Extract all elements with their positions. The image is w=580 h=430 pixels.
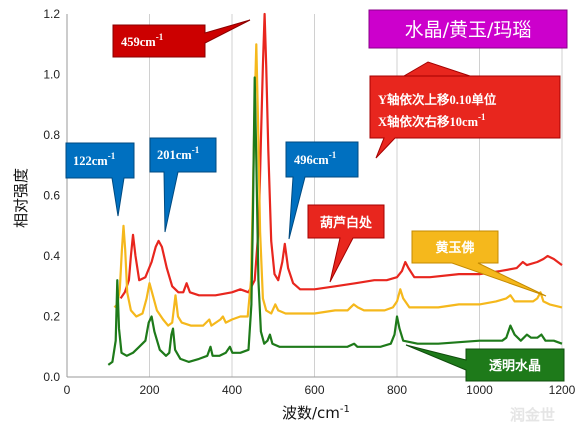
- y-tick-labels: 0.0 0.2 0.4 0.6 0.8 1.0 1.2: [43, 7, 60, 384]
- vertical-gridlines: [149, 14, 563, 377]
- series-lines: [107, 12, 563, 366]
- watermark: 润金世: [510, 406, 555, 424]
- series-line-0: [119, 12, 563, 300]
- green-series-label: 透明水晶: [489, 358, 541, 374]
- y-tick-label-5: 1.0: [43, 68, 60, 82]
- callout-459-label: 459cm-1: [121, 32, 164, 49]
- y-tick-label-0: 0.0: [43, 370, 60, 384]
- callout-201-label: 201cm-1: [157, 145, 200, 162]
- y-tick-label-2: 0.4: [43, 249, 60, 263]
- y-tick-label-4: 0.8: [43, 128, 60, 142]
- series-line-2: [107, 76, 563, 366]
- x-axis-title: 波数/cm-1: [282, 404, 350, 422]
- callout-201: 201cm-1: [149, 137, 217, 233]
- x-tick-label-0: 0: [64, 383, 71, 397]
- title-box: 水晶/黄玉/玛瑙: [368, 9, 568, 49]
- callout-496: 496cm-1: [285, 141, 359, 240]
- label-box-yellow-series: 黄玉佛: [411, 230, 547, 297]
- label-box-red-series: 葫芦白处: [307, 204, 385, 283]
- callout-122: 122cm-1: [65, 142, 135, 217]
- y-tick-label-3: 0.6: [43, 189, 60, 203]
- y-shift-note: Y轴依次上移0.10单位: [378, 92, 497, 107]
- x-tick-label-1200: 1200: [549, 383, 576, 397]
- callout-496-label: 496cm-1: [294, 150, 337, 167]
- callout-459: 459cm-1: [112, 19, 251, 58]
- y-tick-label-1: 0.2: [43, 310, 60, 324]
- label-box-green-series: 透明水晶: [405, 344, 565, 382]
- yellow-series-label: 黄玉佛: [435, 240, 474, 256]
- y-axis-title: 相对强度: [12, 168, 30, 228]
- x-tick-label-400: 400: [222, 383, 242, 397]
- x-tick-label-200: 200: [139, 383, 159, 397]
- x-tick-label-1000: 1000: [466, 383, 493, 397]
- x-tick-labels: 0 200 400 600 800 1000 1200: [64, 383, 576, 397]
- chart-title: 水晶/黄玉/玛瑙: [405, 19, 532, 41]
- callout-122-label: 122cm-1: [73, 151, 116, 168]
- y-tick-label-6: 1.2: [43, 7, 60, 21]
- x-shift-note: X轴依次右移10cm-1: [378, 112, 486, 129]
- x-tick-label-600: 600: [304, 383, 324, 397]
- series-line-1: [113, 43, 563, 327]
- x-tick-label-800: 800: [387, 383, 407, 397]
- shift-note-box: Y轴依次上移0.10单位 X轴依次右移10cm-1: [369, 61, 561, 159]
- red-series-label: 葫芦白处: [320, 215, 373, 231]
